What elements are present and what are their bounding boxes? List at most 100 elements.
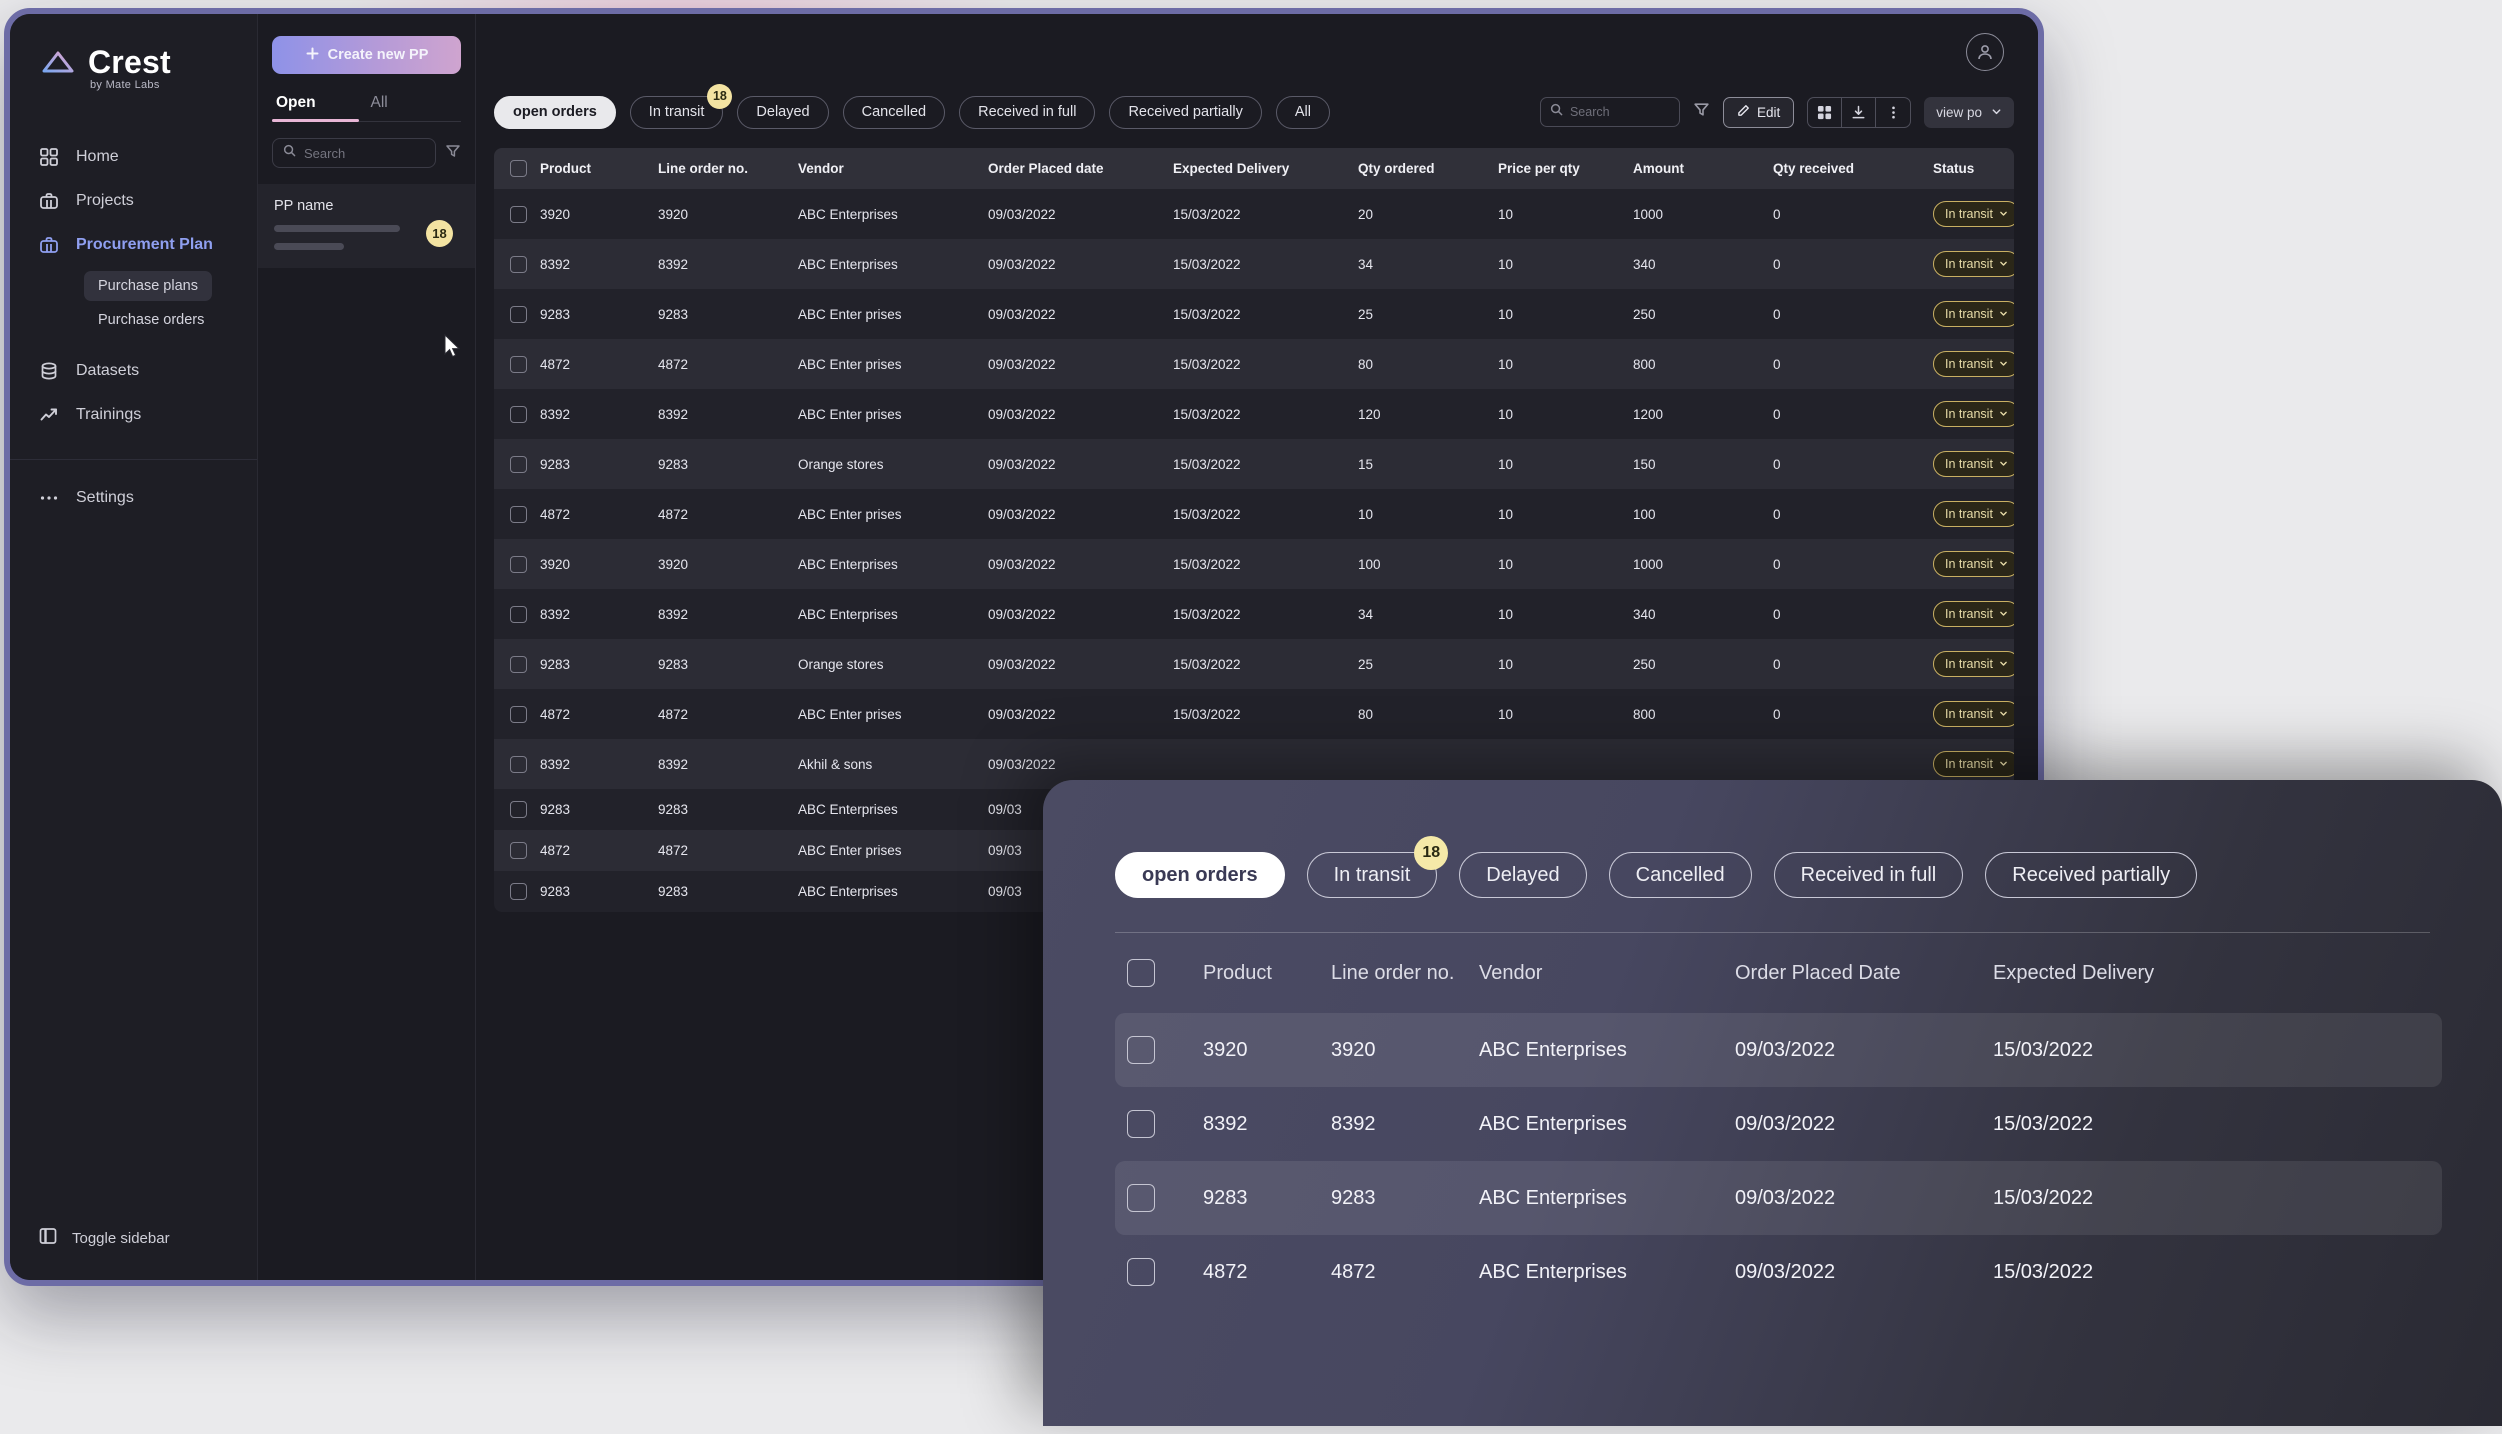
table-row[interactable]: 3920 3920 ABC Enterprises 09/03/2022 15/03/2… <box>494 189 2014 239</box>
toggle-sidebar-button[interactable]: Toggle sidebar <box>10 1226 257 1280</box>
select-all-checkbox[interactable] <box>510 160 527 177</box>
brand-logo[interactable]: Crest by Mate Labs <box>10 14 257 91</box>
table-row[interactable]: 9283 9283 ABC Enter prises 09/03/2022 15/03/… <box>494 289 2014 339</box>
row-checkbox[interactable] <box>510 555 527 573</box>
filter-icon[interactable] <box>445 143 461 164</box>
filter-chip-in-transit[interactable]: In transit 18 <box>629 83 733 129</box>
overlay-filter-chip-delayed[interactable]: Delayed <box>1459 852 1587 898</box>
overlay-filter-chip-open-orders[interactable]: open orders <box>1115 852 1285 898</box>
download-icon[interactable] <box>1842 97 1877 127</box>
orders-search-box[interactable] <box>1539 97 1680 127</box>
more-vertical-icon[interactable] <box>1876 98 1910 127</box>
filter-chip-all[interactable]: All <box>1275 95 1331 129</box>
row-checkbox[interactable] <box>510 205 527 223</box>
pp-list-item[interactable]: PP name 18 <box>258 184 475 358</box>
overlay-table-row[interactable]: 3920 3920 ABC Enterprises 09/03/2022 15/03/2… <box>1115 1013 2442 1087</box>
row-checkbox[interactable] <box>510 505 527 523</box>
sidebar-item-home[interactable]: Home <box>10 135 257 179</box>
filter-chip-open-orders[interactable]: open orders <box>494 95 616 129</box>
row-checkbox[interactable] <box>510 801 527 818</box>
overlay-table-row[interactable]: 9283 9283 ABC Enterprises 09/03/2022 15/03/2… <box>1115 1161 2442 1235</box>
sidebar-item-datasets[interactable]: Datasets <box>10 349 257 393</box>
row-checkbox[interactable] <box>510 405 527 423</box>
row-checkbox[interactable] <box>510 605 527 623</box>
column-header[interactable]: Line order no. <box>658 148 798 189</box>
overlay-row-checkbox[interactable] <box>1127 1258 1155 1286</box>
column-header[interactable]: Product <box>540 148 658 189</box>
table-row[interactable]: 8392 8392 ABC Enter prises 09/03/2022 15/03/… <box>494 389 2014 439</box>
overlay-column-header[interactable]: Vendor <box>1479 961 1543 984</box>
sidebar-item-procurement-plan[interactable]: Procurement Plan <box>10 223 257 267</box>
sidebar-subitem-purchase-orders[interactable]: Purchase orders <box>98 312 205 328</box>
create-new-pp-button[interactable]: Create new PP <box>272 36 461 74</box>
status-badge[interactable]: In transit <box>1933 651 2014 677</box>
table-row[interactable]: 8392 8392 ABC Enterprises 09/03/2022 15/03/2… <box>494 239 2014 289</box>
row-checkbox[interactable] <box>510 842 527 859</box>
overlay-filter-chip-cancelled[interactable]: Cancelled <box>1608 852 1752 898</box>
overlay-filter-chip-in-transit[interactable]: In transit 18 <box>1306 836 1449 898</box>
overlay-filter-chip-received-partially[interactable]: Received partially <box>1985 852 2198 898</box>
status-badge[interactable]: In transit <box>1933 401 2014 427</box>
status-badge[interactable]: In transit <box>1933 251 2014 277</box>
overlay-table-row[interactable]: 8392 8392 ABC Enterprises 09/03/2022 15/03/2… <box>1115 1087 2442 1161</box>
overlay-table-row[interactable]: 4872 4872 ABC Enterprises 09/03/2022 15/03/2… <box>1115 1235 2442 1309</box>
column-header[interactable]: Qty ordered <box>1358 148 1498 189</box>
overlay-row-checkbox[interactable] <box>1127 1036 1155 1064</box>
filter-chip-cancelled[interactable]: Cancelled <box>842 95 946 129</box>
overlay-row-checkbox[interactable] <box>1127 1184 1155 1212</box>
sidebar-item-settings[interactable]: Settings <box>10 476 257 520</box>
pp-search-input[interactable] <box>304 145 425 161</box>
column-header[interactable]: Expected Delivery <box>1173 148 1358 189</box>
edit-button[interactable]: Edit <box>1722 96 1795 128</box>
row-checkbox[interactable] <box>510 755 527 773</box>
user-avatar-icon[interactable] <box>1966 33 2004 71</box>
filter-icon[interactable] <box>1693 101 1710 123</box>
tab-open[interactable]: Open <box>272 94 367 122</box>
status-badge[interactable]: In transit <box>1933 751 2014 777</box>
row-checkbox[interactable] <box>510 705 527 723</box>
overlay-select-all-checkbox[interactable] <box>1127 959 1155 987</box>
table-row[interactable]: 3920 3920 ABC Enterprises 09/03/2022 15/03/2… <box>494 539 2014 589</box>
status-badge[interactable]: In transit <box>1933 201 2014 227</box>
pp-search-box[interactable] <box>272 138 436 168</box>
status-badge[interactable]: In transit <box>1933 601 2014 627</box>
table-row[interactable]: 9283 9283 Orange stores 09/03/2022 15/03/202… <box>494 439 2014 489</box>
sidebar-item-trainings[interactable]: Trainings <box>10 393 257 437</box>
column-header[interactable]: Order Placed date <box>988 148 1173 189</box>
status-badge[interactable]: In transit <box>1933 301 2014 327</box>
overlay-column-header[interactable]: Line order no. <box>1331 961 1455 984</box>
view-po-dropdown[interactable]: view po <box>1924 96 2014 128</box>
row-checkbox[interactable] <box>510 355 527 373</box>
status-badge[interactable]: In transit <box>1933 451 2014 477</box>
column-header[interactable]: Status <box>1933 148 2014 189</box>
overlay-column-header[interactable]: Product <box>1203 961 1272 984</box>
column-header[interactable]: Price per qty <box>1498 148 1633 189</box>
status-badge[interactable]: In transit <box>1933 701 2014 727</box>
column-header[interactable]: Amount <box>1633 148 1773 189</box>
row-checkbox[interactable] <box>510 305 527 323</box>
row-checkbox[interactable] <box>510 255 527 273</box>
status-badge[interactable]: In transit <box>1933 351 2014 377</box>
status-badge[interactable]: In transit <box>1933 501 2014 527</box>
tab-all[interactable]: All <box>370 94 388 111</box>
column-header[interactable]: Qty received <box>1773 148 1933 189</box>
table-row[interactable]: 4872 4872 ABC Enter prises 09/03/2022 15/03/… <box>494 339 2014 389</box>
row-checkbox[interactable] <box>510 883 527 900</box>
table-row[interactable]: 4872 4872 ABC Enter prises 09/03/2022 15/03/… <box>494 689 2014 739</box>
status-badge[interactable]: In transit <box>1933 551 2014 577</box>
column-header[interactable]: Vendor <box>798 148 988 189</box>
sidebar-item-projects[interactable]: Projects <box>10 179 257 223</box>
row-checkbox[interactable] <box>510 655 527 673</box>
overlay-column-header[interactable]: Expected Delivery <box>1993 961 2155 984</box>
filter-chip-delayed[interactable]: Delayed <box>737 95 829 129</box>
overlay-row-checkbox[interactable] <box>1127 1110 1155 1138</box>
sidebar-subitem-purchase-plans[interactable]: Purchase plans <box>84 271 212 301</box>
filter-chip-received-partially[interactable]: Received partially <box>1109 95 1262 129</box>
overlay-column-header[interactable]: Order Placed Date <box>1735 961 1901 984</box>
row-checkbox[interactable] <box>510 455 527 473</box>
orders-search-input[interactable] <box>1569 105 1670 119</box>
table-row[interactable]: 4872 4872 ABC Enter prises 09/03/2022 15/03/… <box>494 489 2014 539</box>
table-row[interactable]: 8392 8392 ABC Enterprises 09/03/2022 15/03/2… <box>494 589 2014 639</box>
grid-view-icon[interactable] <box>1808 97 1843 127</box>
table-row[interactable]: 9283 9283 Orange stores 09/03/2022 15/03/202… <box>494 639 2014 689</box>
